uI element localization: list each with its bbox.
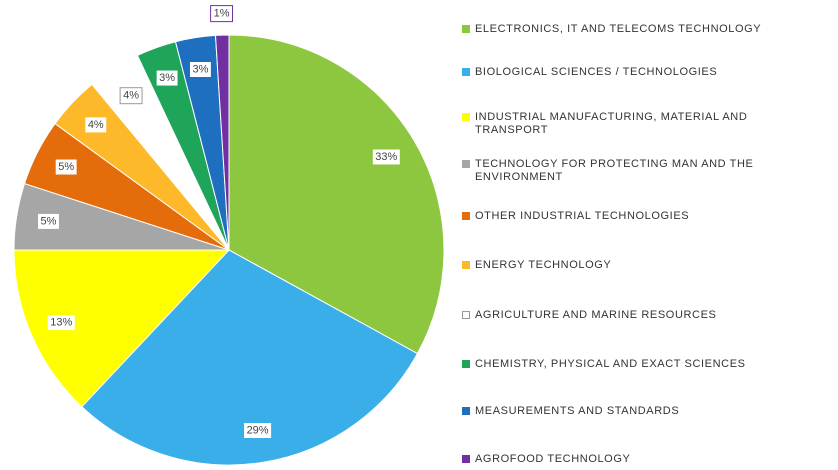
legend-label: MEASUREMENTS AND STANDARDS (475, 405, 680, 417)
data-label: 4% (84, 116, 108, 134)
data-label-text: 29% (247, 424, 269, 436)
data-label: 3% (188, 60, 212, 78)
legend-label: AGRICULTURE AND MARINE RESOURCES (475, 309, 717, 321)
legend-swatch (462, 113, 470, 121)
legend-label: INDUSTRIAL MANUFACTURING, MATERIAL AND T… (475, 111, 748, 136)
legend-item: ENERGY TECHNOLOGY (462, 259, 832, 272)
data-label-box (54, 158, 78, 176)
data-label-box (37, 212, 60, 230)
legend-label: CHEMISTRY, PHYSICAL AND EXACT SCIENCES (475, 358, 746, 370)
data-label-text: 3% (159, 72, 175, 84)
legend-swatch (462, 212, 470, 220)
data-label-box (243, 422, 273, 440)
legend-item: CHEMISTRY, PHYSICAL AND EXACT SCIENCES (462, 358, 832, 371)
legend-label: ELECTRONICS, IT AND TELECOMS TECHNOLOGY (475, 23, 762, 35)
legend-item: ELECTRONICS, IT AND TELECOMS TECHNOLOGY (462, 23, 832, 36)
data-label-text: 4% (88, 119, 104, 131)
legend-label: TECHNOLOGY FOR PROTECTING MAN AND THE EN… (475, 158, 754, 183)
data-label: 4% (119, 87, 143, 105)
legend-swatch (462, 68, 470, 76)
data-label-text: 5% (41, 215, 57, 227)
data-label: 5% (37, 212, 60, 230)
legend-item: AGRICULTURE AND MARINE RESOURCES (462, 309, 832, 322)
data-label-box (119, 87, 143, 105)
data-label-text: 1% (214, 8, 230, 20)
legend-swatch (462, 360, 470, 368)
legend-item: AGROFOOD TECHNOLOGY (462, 453, 832, 466)
legend-item: INDUSTRIAL MANUFACTURING, MATERIAL AND T… (462, 111, 832, 137)
legend-label: AGROFOOD TECHNOLOGY (475, 453, 631, 465)
pie-slice (81, 249, 419, 466)
data-label: 13% (46, 314, 76, 332)
legend-swatch (462, 261, 470, 269)
data-label-text: 5% (58, 161, 74, 173)
data-label-box (210, 5, 234, 23)
legend-item: BIOLOGICAL SCIENCES / TECHNOLOGIES (462, 66, 832, 79)
data-label-box (371, 148, 401, 166)
legend-label: ENERGY TECHNOLOGY (475, 259, 612, 271)
data-label-text: 4% (123, 90, 139, 102)
data-label-text: 33% (375, 151, 397, 163)
legend-label: BIOLOGICAL SCIENCES / TECHNOLOGIES (475, 66, 718, 78)
data-label-box (188, 60, 212, 78)
legend-swatch (462, 311, 470, 319)
legend-item: OTHER INDUSTRIAL TECHNOLOGIES (462, 210, 832, 223)
data-label: 29% (243, 422, 273, 440)
data-label: 33% (371, 148, 401, 166)
legend-item: MEASUREMENTS AND STANDARDS (462, 405, 832, 418)
data-label: 1% (210, 5, 234, 23)
data-label-box (84, 116, 108, 134)
legend-item: TECHNOLOGY FOR PROTECTING MAN AND THE EN… (462, 158, 832, 184)
pie-slice (13, 249, 231, 408)
data-label-text: 13% (50, 316, 72, 328)
legend-swatch (462, 25, 470, 33)
data-label-text: 3% (192, 63, 208, 75)
legend-swatch (462, 160, 470, 168)
data-label: 3% (155, 69, 179, 87)
legend-swatch (462, 455, 470, 463)
data-label-box (155, 69, 179, 87)
pie-slice (228, 34, 445, 355)
data-label-box (46, 314, 76, 332)
legend-swatch (462, 407, 470, 415)
data-label: 5% (54, 158, 78, 176)
legend-label: OTHER INDUSTRIAL TECHNOLOGIES (475, 210, 690, 222)
pie-slice (214, 34, 230, 251)
